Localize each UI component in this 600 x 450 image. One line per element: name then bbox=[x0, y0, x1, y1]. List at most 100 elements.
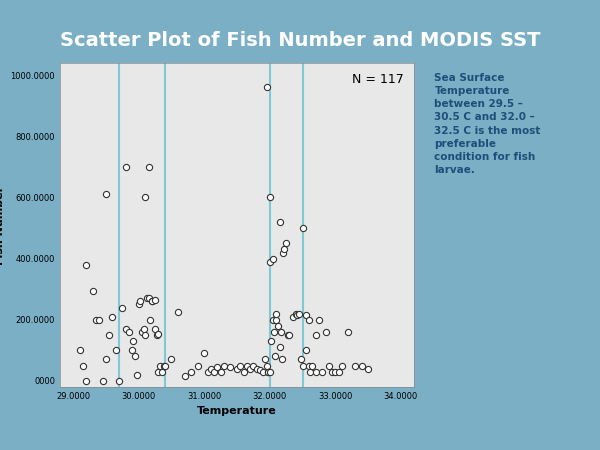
Point bbox=[199, 350, 209, 357]
Point bbox=[239, 368, 248, 375]
Point bbox=[259, 368, 268, 375]
Point bbox=[314, 316, 324, 324]
Point bbox=[75, 346, 85, 354]
Point bbox=[180, 373, 190, 380]
Point bbox=[155, 362, 164, 369]
X-axis label: Temperature: Temperature bbox=[197, 406, 277, 416]
Point bbox=[209, 368, 219, 375]
Text: Sea Surface
Temperature
between 29.5 –
30.5 C and 32.0 –
32.5 C is the most
pref: Sea Surface Temperature between 29.5 – 3… bbox=[434, 73, 541, 176]
Point bbox=[88, 287, 98, 294]
Point bbox=[131, 353, 140, 360]
Point bbox=[235, 362, 245, 369]
Point bbox=[98, 377, 107, 384]
Point bbox=[305, 368, 315, 375]
Point bbox=[278, 249, 287, 256]
Point bbox=[265, 368, 275, 375]
Point bbox=[248, 362, 258, 369]
Point bbox=[350, 362, 360, 369]
Point bbox=[281, 240, 291, 247]
Point bbox=[255, 367, 265, 374]
Point bbox=[144, 163, 154, 171]
Point bbox=[152, 332, 162, 339]
Point bbox=[101, 191, 110, 198]
Point bbox=[137, 328, 147, 336]
Point bbox=[265, 258, 275, 265]
Point bbox=[262, 362, 271, 369]
Point bbox=[121, 163, 130, 171]
Point bbox=[134, 301, 143, 308]
Point bbox=[118, 304, 127, 311]
Point bbox=[154, 330, 163, 337]
Point bbox=[252, 365, 262, 372]
Point bbox=[301, 346, 311, 354]
Point bbox=[91, 316, 101, 324]
Point bbox=[268, 255, 278, 262]
Point bbox=[226, 364, 235, 371]
Point bbox=[142, 295, 152, 302]
Point bbox=[242, 362, 251, 369]
Point bbox=[311, 368, 320, 375]
Point bbox=[337, 362, 347, 369]
Point bbox=[101, 356, 110, 363]
Point bbox=[276, 328, 286, 336]
Point bbox=[132, 371, 142, 378]
Point bbox=[364, 365, 373, 372]
Point bbox=[295, 310, 304, 317]
Point bbox=[283, 332, 293, 339]
Text: Scatter Plot of Fish Number and MODIS SST: Scatter Plot of Fish Number and MODIS SS… bbox=[60, 32, 540, 50]
Point bbox=[135, 298, 145, 305]
Point bbox=[212, 364, 222, 371]
Point bbox=[301, 311, 311, 319]
Text: N = 117: N = 117 bbox=[352, 73, 403, 86]
Point bbox=[78, 362, 88, 369]
Point bbox=[154, 368, 163, 375]
Point bbox=[157, 368, 166, 375]
Point bbox=[193, 362, 202, 369]
Point bbox=[111, 346, 121, 354]
Point bbox=[298, 362, 307, 369]
Point bbox=[311, 332, 320, 339]
Point bbox=[304, 316, 314, 324]
Point bbox=[324, 362, 334, 369]
Point bbox=[245, 365, 255, 372]
Point bbox=[127, 346, 137, 354]
Point bbox=[266, 338, 276, 345]
Point bbox=[296, 356, 305, 363]
Point bbox=[291, 310, 301, 317]
Point bbox=[124, 328, 134, 336]
Point bbox=[150, 296, 160, 303]
Point bbox=[275, 218, 284, 225]
Point bbox=[288, 313, 298, 320]
Point bbox=[167, 356, 176, 363]
Point bbox=[298, 225, 307, 232]
Point bbox=[304, 362, 314, 369]
Point bbox=[104, 332, 114, 339]
Point bbox=[95, 316, 104, 324]
Point bbox=[272, 316, 281, 324]
Point bbox=[293, 311, 302, 319]
Point bbox=[203, 368, 212, 375]
Point bbox=[232, 365, 242, 372]
Point bbox=[107, 313, 117, 320]
Point bbox=[262, 84, 271, 91]
Point bbox=[280, 246, 289, 253]
Y-axis label: Fish Number: Fish Number bbox=[0, 185, 5, 265]
Point bbox=[331, 368, 340, 375]
Point bbox=[82, 377, 91, 384]
Point bbox=[144, 295, 154, 302]
Point bbox=[268, 316, 278, 324]
Point bbox=[147, 298, 157, 305]
Point bbox=[265, 194, 275, 201]
Point bbox=[327, 368, 337, 375]
Point bbox=[334, 368, 343, 375]
Point bbox=[317, 368, 327, 375]
Point bbox=[140, 194, 150, 201]
Point bbox=[270, 353, 280, 360]
Point bbox=[128, 338, 138, 345]
Point bbox=[114, 377, 124, 384]
Point bbox=[273, 322, 283, 329]
Point bbox=[187, 368, 196, 375]
Point bbox=[357, 362, 367, 369]
Point bbox=[146, 316, 155, 324]
Point bbox=[150, 325, 160, 333]
